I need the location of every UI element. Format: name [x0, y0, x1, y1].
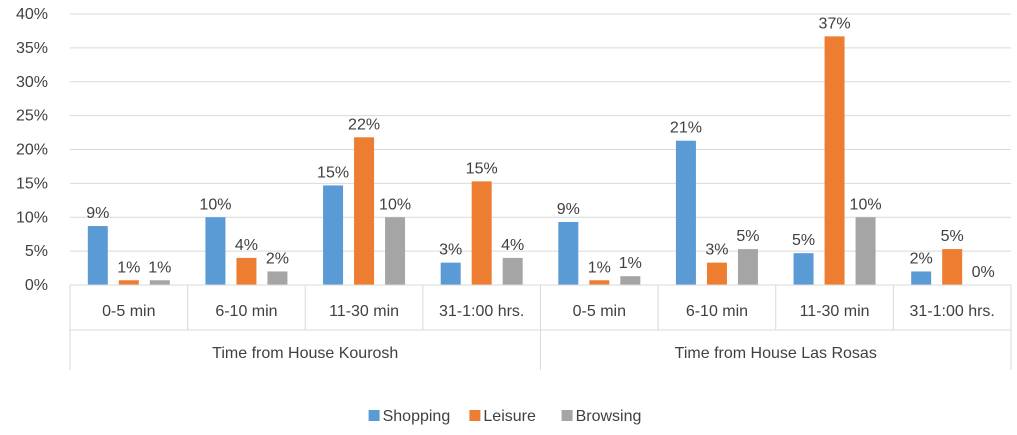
bar-shopping: [558, 221, 579, 285]
bar-leisure: [824, 36, 845, 285]
bar-leisure: [706, 262, 727, 285]
y-tick-label: 25%: [16, 108, 48, 125]
data-label: 1%: [148, 259, 171, 276]
legend-swatch-leisure: [469, 410, 481, 421]
legend-label-browsing: Browsing: [576, 408, 642, 425]
y-tick-label: 15%: [16, 175, 48, 192]
data-label: 4%: [501, 237, 524, 254]
bar-browsing: [267, 271, 288, 285]
y-tick-label: 10%: [16, 209, 48, 226]
data-label: 1%: [117, 259, 140, 276]
x-tick-label: 6-10 min: [686, 303, 748, 320]
data-label: 10%: [850, 196, 882, 213]
y-tick-label: 40%: [16, 6, 48, 23]
y-tick-label: 5%: [25, 243, 48, 260]
x-tick-label: 6-10 min: [215, 303, 277, 320]
bar-browsing: [855, 217, 876, 285]
x-group-label: Time from House Kourosh: [212, 345, 398, 362]
bar-browsing: [149, 280, 170, 285]
bar-shopping: [323, 185, 344, 285]
bar-shopping: [793, 253, 814, 285]
data-label: 10%: [379, 196, 411, 213]
data-label: 9%: [86, 205, 109, 222]
data-label: 1%: [619, 255, 642, 272]
legend-swatch-browsing: [561, 410, 573, 421]
data-label: 15%: [317, 164, 349, 181]
bar-leisure: [589, 280, 610, 285]
data-label: 10%: [199, 196, 231, 213]
bar-browsing: [737, 249, 758, 285]
x-tick-label: 11-30 min: [329, 303, 399, 320]
legend-swatch-shopping: [368, 410, 380, 421]
y-tick-label: 20%: [16, 142, 48, 159]
bar-leisure: [471, 181, 492, 285]
bar-browsing: [502, 257, 523, 285]
data-label: 3%: [439, 242, 462, 259]
legend-label-shopping: Shopping: [383, 408, 451, 425]
data-label: 0%: [972, 264, 995, 281]
data-label: 15%: [466, 160, 498, 177]
x-tick-label: 11-30 min: [800, 303, 870, 320]
y-tick-label: 0%: [25, 277, 48, 294]
bar-browsing: [620, 276, 641, 285]
data-label: 22%: [348, 116, 380, 133]
data-label: 5%: [792, 232, 815, 249]
bar-shopping: [911, 271, 932, 285]
bar-shopping: [440, 262, 461, 285]
x-group-label: Time from House Las Rosas: [675, 345, 877, 362]
y-tick-label: 35%: [16, 40, 48, 57]
bar-shopping: [87, 226, 108, 285]
data-label: 9%: [557, 201, 580, 218]
x-tick-label: 0-5 min: [102, 303, 155, 320]
bar-leisure: [942, 249, 963, 285]
bar-leisure: [354, 137, 375, 285]
data-label: 4%: [235, 237, 258, 254]
bar-shopping: [205, 217, 226, 285]
bar-leisure: [236, 257, 257, 285]
data-label: 37%: [819, 15, 851, 32]
bar-leisure: [118, 280, 139, 285]
bar-browsing: [385, 217, 406, 285]
bar-shopping: [675, 140, 696, 285]
y-tick-label: 30%: [16, 74, 48, 91]
data-label: 2%: [266, 250, 289, 267]
data-label: 21%: [670, 120, 702, 137]
data-label: 2%: [910, 250, 933, 267]
data-label: 1%: [588, 259, 611, 276]
data-label: 5%: [941, 228, 964, 245]
legend-label-leisure: Leisure: [483, 408, 536, 425]
x-tick-label: 0-5 min: [573, 303, 626, 320]
data-label: 3%: [705, 242, 728, 259]
x-tick-label: 31-1:00 hrs.: [909, 303, 994, 320]
data-label: 5%: [736, 228, 759, 245]
x-tick-label: 31-1:00 hrs.: [439, 303, 524, 320]
